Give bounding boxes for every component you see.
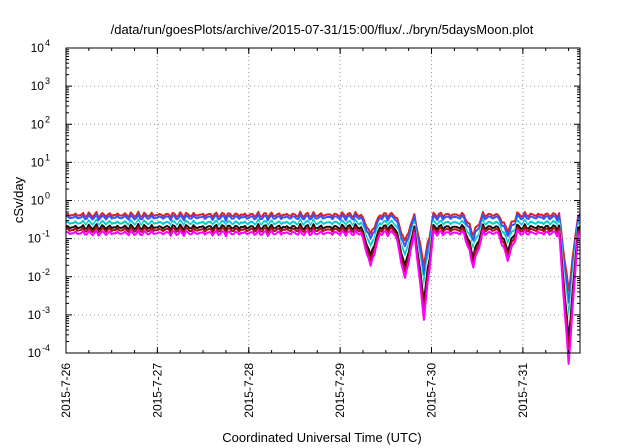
x-tick-label: 2015-7-31 — [516, 363, 530, 418]
y-tick-label: 103 — [31, 76, 50, 93]
x-tick-label: 2015-7-26 — [59, 363, 73, 418]
grid — [65, 48, 580, 353]
y-tick-label: 102 — [31, 114, 50, 131]
y-tick-exponent: -1 — [42, 229, 50, 239]
y-tick-label: 10-2 — [28, 267, 50, 284]
x-tick-label: 2015-7-27 — [150, 363, 164, 418]
y-tick-exponent: 2 — [45, 114, 50, 124]
plot-frame — [65, 47, 581, 354]
x-tick-label: 2015-7-30 — [425, 363, 439, 418]
series-line — [65, 225, 581, 353]
chart-title: /data/run/goesPlots/archive/2015-07-31/1… — [111, 22, 534, 37]
y-tick-exponent: 4 — [45, 38, 50, 48]
y-tick-exponent: 1 — [45, 152, 50, 162]
y-tick-label: 104 — [31, 38, 50, 55]
series-line — [65, 218, 581, 319]
y-tick-exponent: -4 — [42, 343, 50, 353]
y-tick-exponent: 3 — [45, 76, 50, 86]
y-axis-label: cSv/day — [11, 176, 26, 223]
y-tick-label: 10-4 — [28, 343, 50, 360]
x-tick-label: 2015-7-29 — [333, 363, 347, 418]
series-line — [65, 228, 581, 365]
y-tick-exponent: -3 — [42, 305, 50, 315]
y-tick-label: 10-3 — [28, 305, 50, 322]
series-line — [65, 223, 581, 341]
series-group — [65, 210, 581, 365]
series-line — [65, 213, 581, 304]
x-axis-label: Coordinated Universal Time (UTC) — [222, 430, 421, 445]
y-tick-label: 101 — [31, 152, 50, 169]
series-line — [65, 210, 581, 292]
y-tick-label: 10-1 — [28, 229, 50, 246]
y-tick-exponent: -2 — [42, 267, 50, 277]
y-tick-label: 100 — [31, 191, 50, 208]
x-tick-label: 2015-7-28 — [242, 363, 256, 418]
y-tick-exponent: 0 — [45, 191, 50, 201]
